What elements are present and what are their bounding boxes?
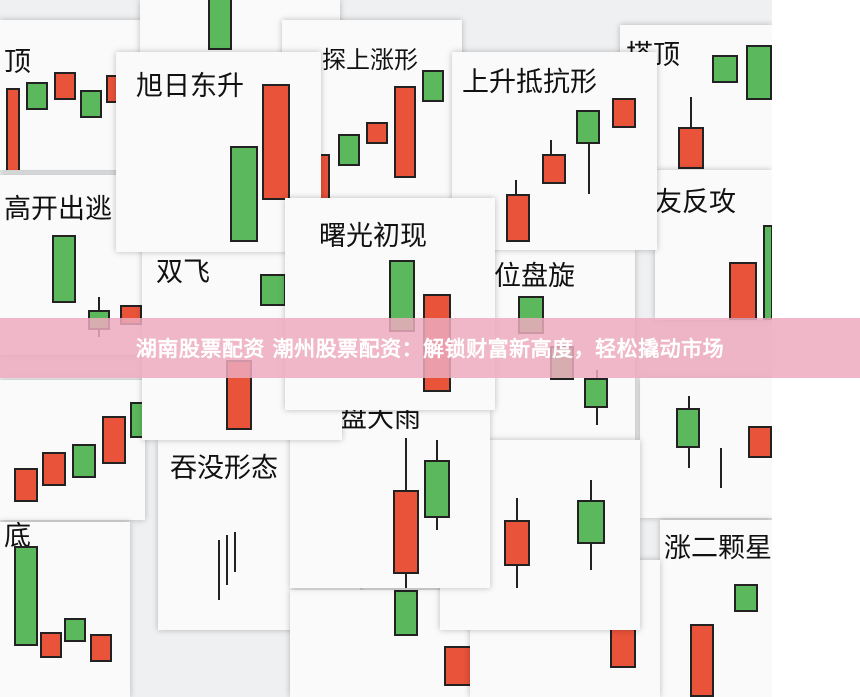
- candle-bullish: [393, 490, 419, 574]
- card-label: 上升抵抗形: [462, 67, 597, 98]
- title-banner: 湖南股票配资 潮州股票配资：解锁财富新高度，轻松撬动市场: [0, 318, 860, 378]
- card-shuguang: 曙光初现: [285, 198, 495, 410]
- candle-bullish: [542, 154, 566, 184]
- candle-bearish: [576, 110, 600, 144]
- candle-bearish: [80, 90, 102, 118]
- candle-wick: [218, 540, 220, 600]
- card-label: 吞没形态: [170, 453, 278, 484]
- candle-bullish: [262, 84, 290, 200]
- card-right-mid: [640, 378, 772, 518]
- candle-bullish: [504, 520, 530, 566]
- candlestick-collage: 顶 高开出逃 底 搭顶 友反攻 涨二颗星 吞没形态 位: [0, 0, 772, 697]
- candle-wick: [550, 140, 552, 160]
- candle-wick: [234, 532, 236, 572]
- candle-bearish: [746, 45, 772, 100]
- candle-bearish: [260, 274, 286, 306]
- candle-wick: [720, 448, 722, 488]
- card-label: 双飞: [156, 257, 210, 288]
- card-label: 探上涨形: [322, 46, 418, 74]
- card-label: 位盘旋: [494, 261, 575, 292]
- candle-bearish: [763, 225, 772, 320]
- candle-bearish: [394, 590, 418, 636]
- card-fangong: 友反攻: [655, 170, 772, 320]
- card-label: 高开出逃: [4, 194, 112, 225]
- card-label: 友反攻: [655, 187, 736, 218]
- card-label: 盘大雨: [340, 410, 421, 434]
- card-di: 底: [0, 522, 130, 697]
- card-label: 顶: [4, 47, 31, 78]
- candle-bullish: [42, 452, 66, 486]
- candle-bullish: [54, 72, 76, 100]
- card-label: 曙光初现: [319, 221, 427, 252]
- banner-title: 湖南股票配资 潮州股票配资：解锁财富新高度，轻松撬动市场: [135, 337, 725, 361]
- candle-bearish: [52, 235, 76, 303]
- candle-bullish: [366, 122, 388, 144]
- candle-bearish: [712, 55, 738, 83]
- candle-bearish: [676, 408, 700, 448]
- candle-bullish: [444, 646, 472, 686]
- candle-bearish: [26, 82, 48, 110]
- candle-bullish: [678, 127, 704, 169]
- candle-bearish: [72, 444, 96, 478]
- candle-bearish: [14, 546, 38, 646]
- candle-wick: [226, 535, 228, 585]
- card-zhang: 涨二颗星: [660, 520, 772, 697]
- candle-bullish: [690, 624, 714, 697]
- candle-bullish: [394, 86, 416, 178]
- candle-bullish: [14, 468, 38, 502]
- candle-wick: [690, 97, 692, 129]
- card-bottom-left: [0, 380, 145, 520]
- candle-bearish: [64, 618, 86, 642]
- candle-bullish: [612, 98, 636, 128]
- candle-bullish: [729, 262, 757, 320]
- candle-bearish: [734, 584, 758, 612]
- candle-bearish: [577, 500, 605, 544]
- candle-bullish: [6, 88, 20, 170]
- candle-bullish: [102, 416, 126, 464]
- candle-wick: [515, 180, 517, 200]
- candle-bearish: [422, 70, 444, 102]
- candle-bullish: [40, 632, 62, 658]
- candle-bearish: [230, 146, 258, 242]
- candle-bullish: [748, 426, 772, 458]
- card-label: 旭日东升: [136, 71, 244, 102]
- candle-bearish: [424, 460, 450, 518]
- candle-bearish: [208, 0, 232, 50]
- candle-bearish: [338, 134, 360, 166]
- card-label: 涨二颗星: [664, 533, 772, 564]
- candle-wick: [588, 142, 590, 194]
- candle-bullish: [90, 634, 112, 662]
- candle-bullish: [506, 194, 530, 242]
- candle-bearish: [584, 378, 608, 408]
